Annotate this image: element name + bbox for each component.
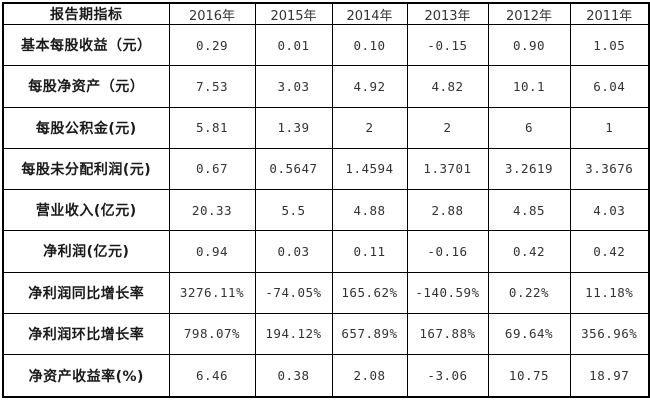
header-year-2016: 2016年	[168, 2, 256, 25]
cell-value: 0.03	[254, 230, 333, 273]
cell-value: 0.10	[331, 23, 408, 67]
header-year-2014: 2014年	[331, 2, 408, 25]
cell-value: -0.15	[406, 23, 489, 67]
cell-value: 657.89%	[331, 312, 408, 356]
cell-value: -3.06	[406, 354, 489, 398]
cell-value: 11.18%	[569, 271, 650, 314]
table-row-net-profit: 净利润(亿元) 0.94 0.03 0.11 -0.16 0.42 0.42	[2, 230, 650, 273]
cell-value: 3.2619	[487, 147, 571, 191]
cell-value: 0.11	[331, 230, 408, 273]
cell-value: 194.12%	[254, 312, 333, 356]
cell-value: 1.3701	[406, 147, 489, 191]
row-label: 每股未分配利润(元)	[2, 147, 170, 191]
cell-value: 2.88	[406, 189, 489, 232]
cell-value: 7.53	[168, 65, 256, 108]
cell-value: 0.42	[569, 230, 650, 273]
cell-value: 4.88	[331, 189, 408, 232]
table-row-net-profit-yoy-growth: 净利润同比增长率 3276.11% -74.05% 165.62% -140.5…	[2, 271, 650, 314]
cell-value: 0.29	[168, 23, 256, 67]
row-label: 净利润(亿元)	[2, 230, 170, 273]
cell-value: -74.05%	[254, 271, 333, 314]
row-label: 净利润同比增长率	[2, 271, 170, 314]
cell-value: 0.38	[254, 354, 333, 398]
cell-value: 0.5647	[254, 147, 333, 191]
table-header-row: 报告期指标 2016年 2015年 2014年 2013年 2012年 2011…	[2, 2, 650, 25]
cell-value: 2.08	[331, 354, 408, 398]
row-label: 净利润环比增长率	[2, 312, 170, 356]
table-row-undistributed-profit-per-share: 每股未分配利润(元) 0.67 0.5647 1.4594 1.3701 3.2…	[2, 147, 650, 191]
table-row-net-profit-qoq-growth: 净利润环比增长率 798.07% 194.12% 657.89% 167.88%…	[2, 312, 650, 356]
cell-value: 167.88%	[406, 312, 489, 356]
cell-value: 6.04	[569, 65, 650, 108]
cell-value: 6.46	[168, 354, 256, 398]
cell-value: 798.07%	[168, 312, 256, 356]
cell-value: 4.85	[487, 189, 571, 232]
row-label: 每股公积金(元)	[2, 106, 170, 149]
cell-value: 3.3676	[569, 147, 650, 191]
cell-value: 1.05	[569, 23, 650, 67]
header-indicator-label: 报告期指标	[2, 2, 170, 25]
cell-value: 165.62%	[331, 271, 408, 314]
cell-value: 0.01	[254, 23, 333, 67]
cell-value: -0.16	[406, 230, 489, 273]
cell-value: 0.90	[487, 23, 571, 67]
cell-value: 2	[331, 106, 408, 149]
cell-value: 20.33	[168, 189, 256, 232]
table-row-operating-revenue: 营业收入(亿元) 20.33 5.5 4.88 2.88 4.85 4.03	[2, 189, 650, 232]
cell-value: 4.92	[331, 65, 408, 108]
cell-value: 0.22%	[487, 271, 571, 314]
header-year-2012: 2012年	[487, 2, 571, 25]
row-label: 净资产收益率(%)	[2, 354, 170, 398]
cell-value: 3276.11%	[168, 271, 256, 314]
header-year-2013: 2013年	[406, 2, 489, 25]
cell-value: 1	[569, 106, 650, 149]
table-row-net-assets-per-share: 每股净资产（元） 7.53 3.03 4.92 4.82 10.1 6.04	[2, 65, 650, 108]
cell-value: 69.64%	[487, 312, 571, 356]
row-label: 营业收入(亿元)	[2, 189, 170, 232]
header-year-2015: 2015年	[254, 2, 333, 25]
cell-value: 5.81	[168, 106, 256, 149]
table-row-eps: 基本每股收益（元） 0.29 0.01 0.10 -0.15 0.90 1.05	[2, 23, 650, 67]
cell-value: 1.39	[254, 106, 333, 149]
cell-value: 4.03	[569, 189, 650, 232]
cell-value: 10.1	[487, 65, 571, 108]
cell-value: 10.75	[487, 354, 571, 398]
cell-value: 0.42	[487, 230, 571, 273]
cell-value: 0.94	[168, 230, 256, 273]
row-label: 基本每股收益（元）	[2, 23, 170, 67]
cell-value: 5.5	[254, 189, 333, 232]
cell-value: 3.03	[254, 65, 333, 108]
row-label: 每股净资产（元）	[2, 65, 170, 108]
table-row-capital-reserve-per-share: 每股公积金(元) 5.81 1.39 2 2 6 1	[2, 106, 650, 149]
cell-value: 18.97	[569, 354, 650, 398]
table-row-roe: 净资产收益率(%) 6.46 0.38 2.08 -3.06 10.75 18.…	[2, 354, 650, 398]
header-year-2011: 2011年	[569, 2, 650, 25]
cell-value: 1.4594	[331, 147, 408, 191]
cell-value: 2	[406, 106, 489, 149]
cell-value: 6	[487, 106, 571, 149]
cell-value: -140.59%	[406, 271, 489, 314]
cell-value: 4.82	[406, 65, 489, 108]
cell-value: 356.96%	[569, 312, 650, 356]
cell-value: 0.67	[168, 147, 256, 191]
